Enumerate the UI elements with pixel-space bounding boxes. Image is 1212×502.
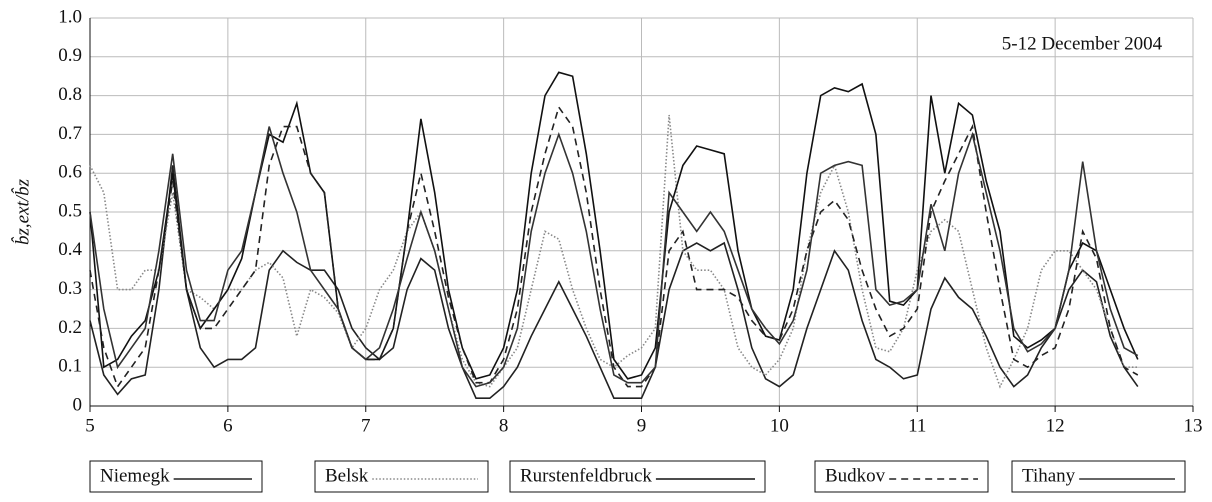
legend-label: Rurstenfeldbruck xyxy=(520,465,652,486)
legend-box xyxy=(509,460,766,493)
y-tick-label: 0.9 xyxy=(58,45,82,66)
annotation: 5-12 December 2004 xyxy=(1002,33,1163,54)
series-line xyxy=(89,71,1139,380)
series-line xyxy=(89,114,1138,389)
x-tick-label: 9 xyxy=(637,415,647,436)
x-tick-label: 7 xyxy=(361,415,371,436)
x-tick-label: 12 xyxy=(1046,415,1065,436)
legend-label: Belsk xyxy=(325,465,369,486)
x-tick-label: 10 xyxy=(770,415,789,436)
legend-label: Niemegk xyxy=(100,465,170,486)
series-line xyxy=(89,165,1139,399)
y-tick-label: 0.5 xyxy=(58,200,82,221)
y-tick-label: 0.1 xyxy=(58,356,82,377)
y-tick-label: 0.3 xyxy=(58,278,82,299)
y-tick-label: 0.7 xyxy=(58,123,82,144)
x-tick-label: 6 xyxy=(223,415,233,436)
series-line xyxy=(89,105,1139,389)
y-tick-label: 0.2 xyxy=(58,317,82,338)
x-tick-label: 11 xyxy=(908,415,926,436)
y-axis-label: b̂z,ext/b̂z xyxy=(12,178,34,245)
y-tick-label: 0.8 xyxy=(58,84,82,105)
legend-box xyxy=(314,460,489,493)
y-tick-label: 1.0 xyxy=(58,6,82,27)
legend-box xyxy=(1011,460,1186,493)
x-tick-label: 8 xyxy=(499,415,509,436)
legend-label: Budkov xyxy=(825,465,886,486)
x-tick-label: 5 xyxy=(85,415,95,436)
y-tick-label: 0.6 xyxy=(58,162,82,183)
series-line xyxy=(89,126,1139,388)
legend-box xyxy=(814,460,989,493)
legend-box xyxy=(89,460,263,493)
y-tick-label: 0 xyxy=(73,394,83,415)
x-tick-label: 13 xyxy=(1184,415,1203,436)
y-tick-label: 0.4 xyxy=(58,239,82,260)
legend-label: Tihany xyxy=(1022,465,1076,486)
